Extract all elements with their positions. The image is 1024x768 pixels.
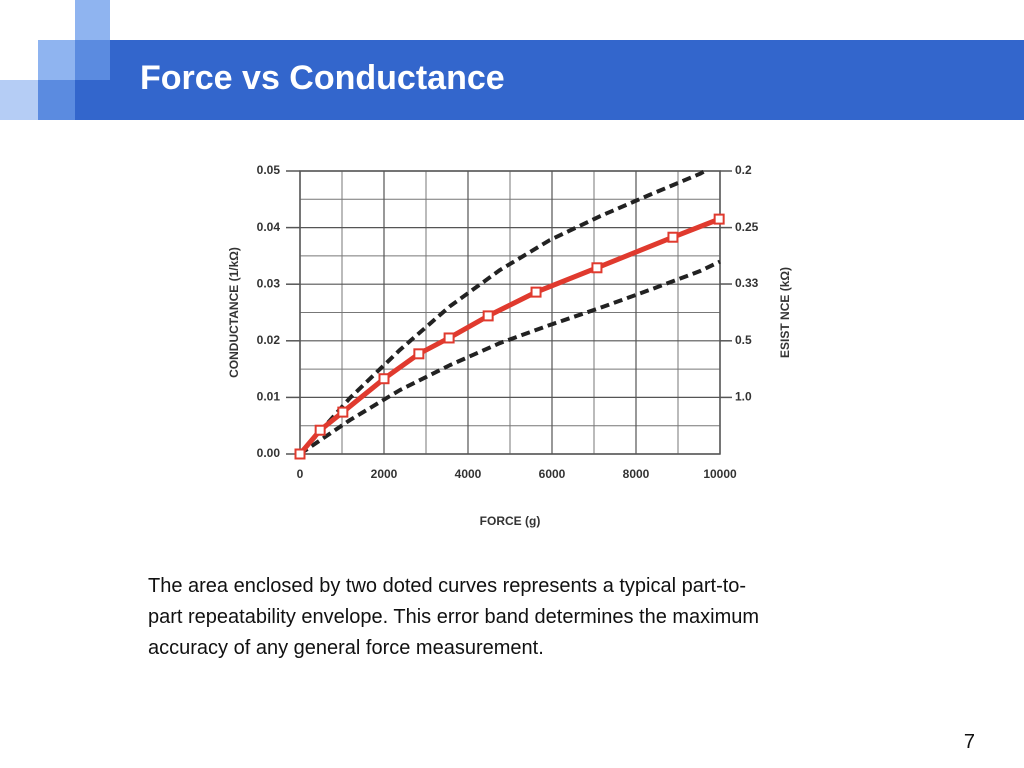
decor-square [38,80,75,120]
decor-square [38,40,75,80]
y2-tick-label: 0.2 [735,163,752,177]
data-point [482,310,494,322]
x-tick-label: 2000 [371,467,398,481]
body-text: The area enclosed by two doted curves re… [148,575,746,597]
x-tick-label: 0 [297,467,304,481]
y2-tick-label: 0.5 [735,333,752,347]
data-point [713,213,725,225]
y-tick-label: 0.04 [257,220,281,234]
body-text: accuracy of any general force measuremen… [148,637,544,659]
y-tick-label: 0.01 [257,390,281,404]
data-point [413,348,425,360]
title-bar [75,40,1024,120]
data-point [378,373,390,385]
y-tick-label: 0.02 [257,333,281,347]
y-axis-label: CONDUCTANCE (1/kΩ) [227,247,241,378]
decor-square [0,80,38,120]
x-axis-label: FORCE (g) [480,514,541,528]
y-tick-label: 0.03 [257,276,281,290]
decor-square [75,0,110,40]
x-tick-label: 4000 [455,467,482,481]
slide-title: Force vs Conductance [140,59,505,97]
y2-axis-label: ESIST NCE (kΩ) [778,267,792,358]
data-point [443,332,455,344]
page-number: 7 [964,731,975,753]
body-text: part repeatability envelope. This error … [148,606,759,628]
data-point [530,286,542,298]
x-tick-label: 6000 [539,467,566,481]
y2-tick-label: 1.0 [735,390,752,404]
decor-square [75,40,110,80]
series-line [298,169,706,456]
data-point [667,231,679,243]
y2-tick-label: 0.33 [735,276,759,290]
series-line [298,259,721,456]
data-point [294,448,306,460]
data-point [314,424,326,436]
x-tick-label: 10000 [703,467,737,481]
y-tick-label: 0.00 [257,446,281,460]
x-tick-label: 8000 [623,467,650,481]
y2-tick-label: 0.25 [735,220,759,234]
data-point [591,262,603,274]
data-point [337,406,349,418]
y-tick-label: 0.05 [257,163,281,177]
